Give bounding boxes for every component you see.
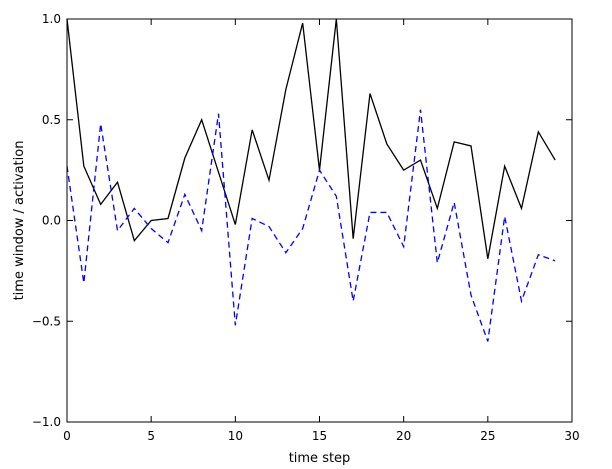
y-tick-label: 1.0 (42, 12, 61, 26)
x-axis-label: time step (289, 451, 351, 466)
x-tick-label: 10 (228, 429, 243, 443)
series-layer (66, 18, 556, 342)
series-line-1 (66, 18, 556, 259)
plot-frame (66, 18, 573, 423)
x-tick-label: 25 (480, 429, 495, 443)
y-axis-label: time window / activation (12, 141, 27, 301)
x-tick-label: 20 (396, 429, 411, 443)
series-line-2 (66, 109, 556, 342)
y-tick-label: 0.0 (42, 214, 61, 228)
plot-background (67, 19, 572, 422)
x-tick-label: 30 (564, 429, 579, 443)
y-tick-label: 0.5 (42, 113, 61, 127)
x-tick-label: 0 (63, 429, 71, 443)
x-tick-label: 15 (312, 429, 327, 443)
y-tick-label: −0.5 (32, 314, 61, 328)
x-tick-label: 5 (147, 429, 155, 443)
y-tick-label: −1.0 (32, 415, 61, 429)
